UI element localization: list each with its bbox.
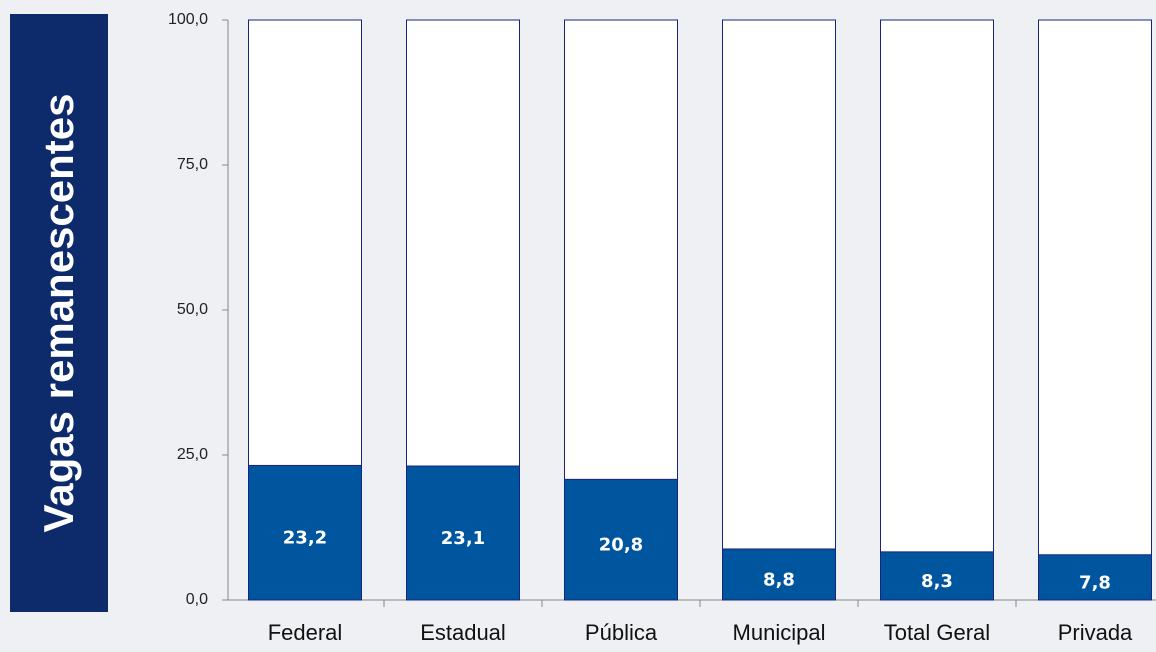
bar [248, 464, 362, 601]
x-tick-label: Privada [1058, 620, 1133, 645]
y-label-banner [10, 14, 108, 612]
x-tick-label: Total Geral [884, 620, 990, 645]
x-tick-label: Municipal [733, 620, 826, 645]
bar [406, 465, 520, 601]
y-tick-label: 50,0 [177, 301, 208, 318]
y-tick-label: 100,0 [168, 11, 208, 28]
bar-frame [880, 19, 994, 601]
y-tick-label: 25,0 [177, 446, 208, 463]
bar-frame [1038, 19, 1152, 601]
bar [722, 548, 836, 601]
value-label: 23,1 [441, 528, 485, 549]
bar [880, 551, 994, 601]
x-tick-label: Estadual [420, 620, 506, 645]
bar [564, 478, 678, 601]
value-label: 7,8 [1079, 572, 1111, 593]
x-tick-label: Federal [268, 620, 343, 645]
value-label: 23,2 [283, 528, 327, 549]
value-label: 8,8 [763, 569, 795, 590]
y-axis-label: Vagas remanescentes [35, 94, 82, 533]
value-label: 20,8 [599, 535, 643, 556]
bar-frame [722, 19, 836, 601]
value-label: 8,3 [921, 571, 953, 592]
y-tick-label: 0,0 [186, 591, 208, 608]
bar [1038, 554, 1152, 601]
x-tick-label: Pública [585, 620, 658, 645]
y-tick-label: 75,0 [177, 156, 208, 173]
